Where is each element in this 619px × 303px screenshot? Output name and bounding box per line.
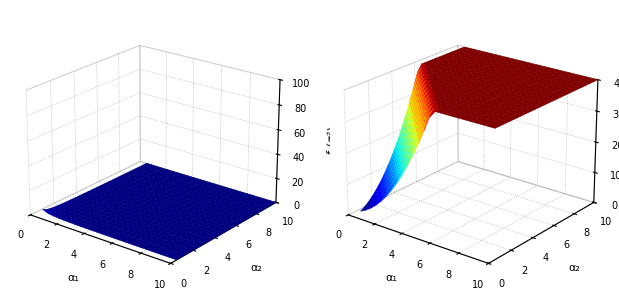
Y-axis label: α₂: α₂ xyxy=(569,263,581,273)
Y-axis label: α₂: α₂ xyxy=(251,263,262,273)
X-axis label: α₁: α₁ xyxy=(67,273,79,283)
X-axis label: α₁: α₁ xyxy=(385,273,397,283)
